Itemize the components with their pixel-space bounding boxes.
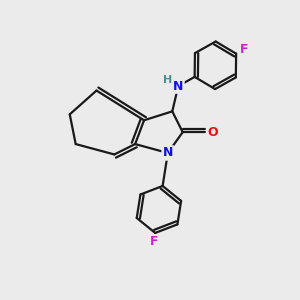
Text: O: O — [207, 126, 218, 139]
Text: N: N — [173, 80, 183, 93]
Text: F: F — [240, 43, 248, 56]
Text: F: F — [150, 235, 158, 248]
Text: H: H — [163, 75, 172, 85]
Text: N: N — [163, 146, 173, 160]
